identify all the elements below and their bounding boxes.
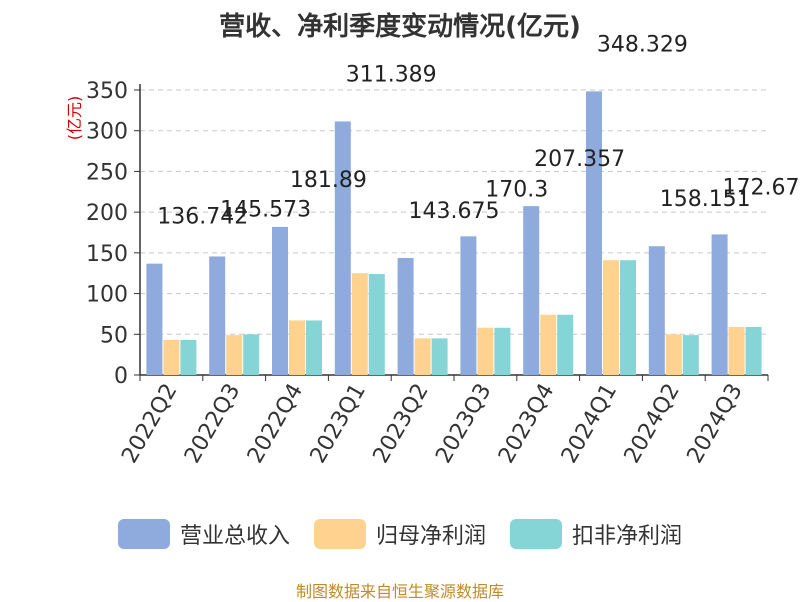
y-tick-label: 150 bbox=[86, 242, 128, 267]
bar-1 bbox=[540, 314, 557, 375]
data-label: 311.389 bbox=[346, 62, 437, 87]
bar-2 bbox=[557, 314, 574, 375]
legend-swatch-revenue bbox=[117, 519, 170, 549]
bar-1 bbox=[665, 334, 682, 375]
y-tick-label: 50 bbox=[100, 323, 128, 348]
bar-1 bbox=[728, 326, 745, 375]
bar-2 bbox=[180, 339, 197, 375]
data-label: 158.151 bbox=[660, 187, 751, 212]
data-label: 172.676 bbox=[723, 175, 800, 200]
bar-0 bbox=[272, 226, 288, 375]
x-tick-label: 2023Q3 bbox=[431, 380, 496, 468]
legend-label-net-profit: 归母净利润 bbox=[375, 524, 486, 549]
x-tick-label: 2023Q2 bbox=[368, 379, 433, 467]
bar-2 bbox=[745, 326, 762, 375]
data-label: 136.742 bbox=[157, 205, 248, 230]
data-label: 207.357 bbox=[534, 147, 625, 172]
chart-title: 营收、净利季度变动情况(亿元) bbox=[219, 12, 581, 42]
bar-2 bbox=[243, 334, 260, 375]
legend-item-net-profit[interactable]: 归母净利润 bbox=[313, 518, 486, 550]
y-tick-label: 0 bbox=[114, 364, 128, 389]
bar-1 bbox=[477, 327, 494, 375]
legend-swatch-net-profit bbox=[313, 519, 366, 549]
bar-0 bbox=[334, 121, 351, 375]
bar-0 bbox=[209, 256, 226, 375]
x-tick-label: 2022Q2 bbox=[117, 380, 182, 468]
source-note: 制图数据来自恒生聚源数据库 bbox=[295, 582, 504, 601]
bar-0 bbox=[146, 263, 163, 375]
bar-0 bbox=[711, 234, 728, 375]
data-label: 348.329 bbox=[597, 32, 688, 57]
bar-1 bbox=[414, 338, 431, 375]
data-label: 145.573 bbox=[220, 197, 311, 222]
data-label: 181.89 bbox=[290, 168, 367, 193]
bar-1 bbox=[289, 320, 305, 375]
bar-1 bbox=[603, 260, 619, 375]
y-tick-label: 350 bbox=[86, 79, 128, 104]
bar-2 bbox=[620, 260, 636, 375]
legend: 营业总收入 归母净利润 扣非净利润 bbox=[0, 518, 800, 550]
data-label: 170.3 bbox=[485, 177, 548, 202]
y-tick-label: 200 bbox=[86, 201, 128, 226]
bar-2 bbox=[368, 274, 385, 375]
y-tick-label: 100 bbox=[86, 283, 128, 308]
bar-2 bbox=[682, 335, 699, 375]
y-tick-label: 250 bbox=[86, 160, 128, 185]
bar-1 bbox=[163, 339, 180, 375]
bar-2 bbox=[306, 320, 322, 375]
x-tick-label: 2022Q3 bbox=[180, 380, 245, 468]
x-tick-label: 2024Q1 bbox=[557, 380, 622, 468]
legend-swatch-deducted-profit bbox=[510, 519, 562, 549]
x-tick-label: 2024Q3 bbox=[682, 380, 747, 468]
data-label: 143.675 bbox=[409, 199, 500, 224]
bar-2 bbox=[494, 327, 511, 375]
legend-label-revenue: 营业总收入 bbox=[179, 524, 290, 549]
x-tick-label: 2023Q4 bbox=[494, 380, 559, 468]
legend-item-revenue[interactable]: 营业总收入 bbox=[117, 518, 290, 550]
x-tick-label: 2022Q4 bbox=[243, 380, 308, 468]
legend-item-deducted-profit[interactable]: 扣非净利润 bbox=[510, 518, 682, 550]
bar-0 bbox=[460, 236, 477, 375]
bar-2 bbox=[431, 338, 448, 375]
y-axis-label: (亿元) bbox=[65, 96, 84, 141]
y-tick-label: 300 bbox=[86, 120, 128, 145]
bar-0 bbox=[648, 246, 665, 375]
bar-1 bbox=[226, 335, 243, 375]
legend-label-deducted-profit: 扣非净利润 bbox=[572, 524, 683, 549]
bar-1 bbox=[351, 273, 368, 375]
x-tick-label: 2024Q2 bbox=[620, 380, 685, 468]
bar-0 bbox=[397, 258, 414, 375]
bar-0 bbox=[523, 206, 540, 375]
bar-0 bbox=[586, 91, 602, 376]
x-tick-label: 2023Q1 bbox=[306, 380, 371, 468]
